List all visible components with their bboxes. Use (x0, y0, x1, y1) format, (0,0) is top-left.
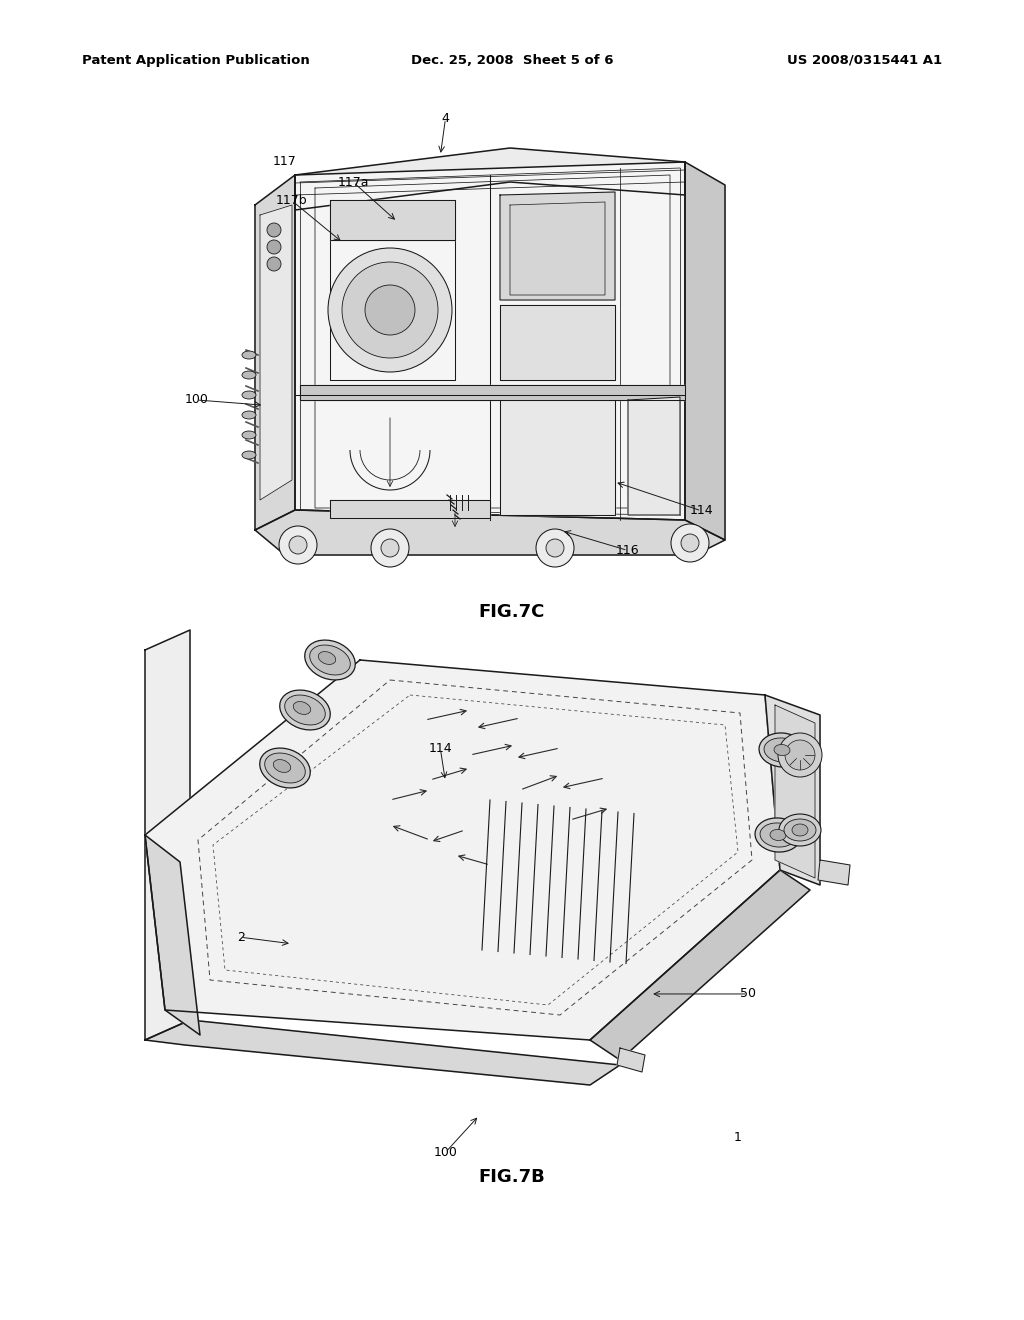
Polygon shape (260, 205, 292, 500)
Polygon shape (510, 202, 605, 294)
Ellipse shape (293, 701, 310, 714)
Ellipse shape (770, 829, 786, 841)
Text: 4: 4 (441, 112, 450, 125)
Circle shape (342, 261, 438, 358)
Polygon shape (255, 510, 725, 554)
Circle shape (328, 248, 452, 372)
Polygon shape (818, 861, 850, 884)
Circle shape (267, 223, 281, 238)
Text: 100: 100 (184, 393, 209, 407)
Polygon shape (145, 630, 190, 1040)
Polygon shape (145, 1020, 620, 1085)
Polygon shape (330, 201, 455, 240)
Ellipse shape (242, 411, 256, 418)
Polygon shape (300, 385, 685, 400)
Text: 116: 116 (615, 544, 640, 557)
Ellipse shape (760, 822, 796, 847)
Polygon shape (145, 660, 780, 1040)
Ellipse shape (273, 759, 291, 772)
Ellipse shape (774, 744, 790, 755)
Ellipse shape (242, 391, 256, 399)
Polygon shape (255, 176, 295, 531)
Circle shape (371, 529, 409, 568)
Ellipse shape (792, 824, 808, 836)
Polygon shape (500, 400, 615, 515)
Polygon shape (685, 162, 725, 540)
Circle shape (289, 536, 307, 554)
Polygon shape (295, 148, 685, 210)
Circle shape (381, 539, 399, 557)
Polygon shape (500, 305, 615, 380)
Ellipse shape (242, 451, 256, 459)
Text: 117a: 117a (338, 176, 369, 189)
Ellipse shape (318, 652, 336, 664)
Ellipse shape (242, 432, 256, 440)
Ellipse shape (779, 814, 821, 846)
Polygon shape (295, 162, 685, 520)
Polygon shape (617, 1048, 645, 1072)
Ellipse shape (309, 645, 350, 675)
Ellipse shape (759, 733, 805, 767)
Circle shape (681, 535, 699, 552)
Text: US 2008/0315441 A1: US 2008/0315441 A1 (786, 54, 942, 66)
Circle shape (785, 741, 815, 770)
Ellipse shape (285, 696, 326, 725)
Ellipse shape (242, 351, 256, 359)
Circle shape (671, 524, 709, 562)
Polygon shape (628, 397, 680, 515)
Ellipse shape (242, 371, 256, 379)
Ellipse shape (764, 738, 800, 762)
Polygon shape (775, 705, 815, 878)
Ellipse shape (784, 818, 816, 841)
Text: Dec. 25, 2008  Sheet 5 of 6: Dec. 25, 2008 Sheet 5 of 6 (411, 54, 613, 66)
Polygon shape (145, 836, 200, 1035)
Polygon shape (590, 870, 810, 1060)
Text: FIG.7B: FIG.7B (478, 1168, 546, 1187)
Ellipse shape (260, 748, 310, 788)
Circle shape (365, 285, 415, 335)
Text: 114: 114 (428, 742, 453, 755)
Text: 117: 117 (272, 154, 297, 168)
Polygon shape (765, 696, 820, 884)
Circle shape (536, 529, 574, 568)
Circle shape (267, 257, 281, 271)
Circle shape (279, 525, 317, 564)
Text: 114: 114 (689, 504, 714, 517)
Text: 2: 2 (237, 931, 245, 944)
Ellipse shape (280, 690, 331, 730)
Ellipse shape (305, 640, 355, 680)
Text: 50: 50 (739, 987, 756, 1001)
Text: 1: 1 (733, 1131, 741, 1144)
Circle shape (267, 240, 281, 253)
Polygon shape (330, 500, 490, 517)
Text: 100: 100 (433, 1146, 458, 1159)
Circle shape (778, 733, 822, 777)
Text: Patent Application Publication: Patent Application Publication (82, 54, 309, 66)
Circle shape (546, 539, 564, 557)
Ellipse shape (264, 752, 305, 783)
Text: 117b: 117b (276, 194, 307, 207)
Ellipse shape (755, 818, 801, 851)
Polygon shape (500, 191, 615, 300)
Text: FIG.7C: FIG.7C (479, 603, 545, 622)
